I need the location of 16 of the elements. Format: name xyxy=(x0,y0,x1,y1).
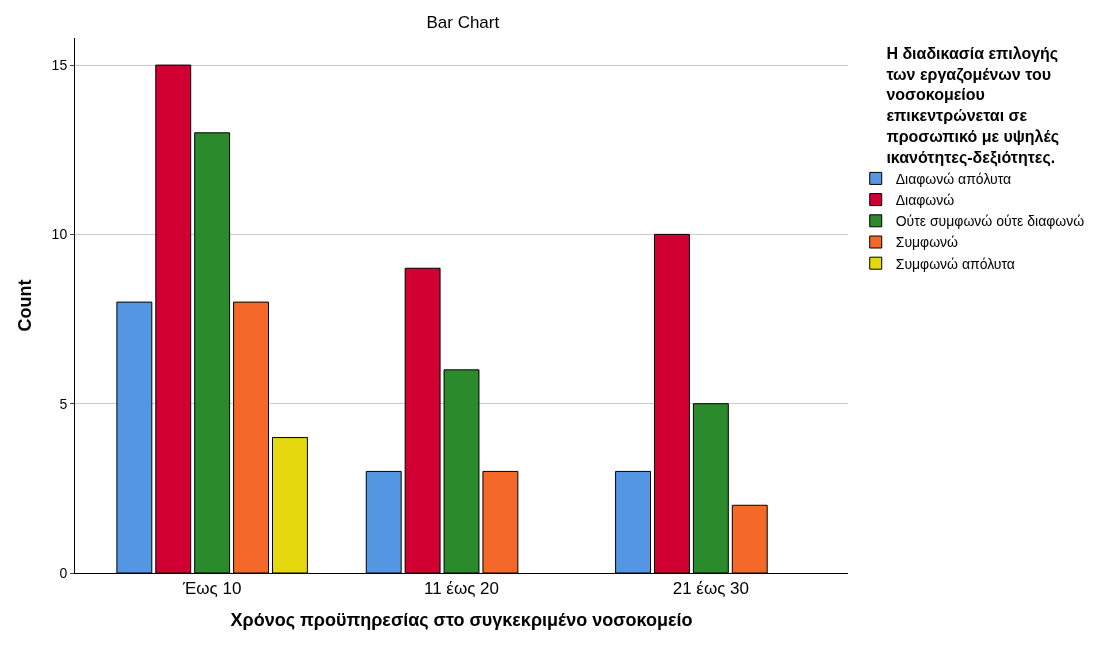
y-tick-label: 10 xyxy=(51,226,68,243)
x-axis-title: Χρόνος προϋπηρεσίας στο συγκεκριμένο νοσοκομείο xyxy=(230,609,693,630)
legend-label: Συμφωνώ απόλυτα xyxy=(895,255,1015,272)
legend-title: Η διαδικασία επιλογής των εργαζομένων του νοσοκομείου επικεντρώνεται σε προσωπικό με υψηλές ικανότητες-δεξιότητες. xyxy=(886,44,1060,167)
y-axis-title: Count xyxy=(14,279,35,332)
chart-title: Bar Chart xyxy=(426,13,500,33)
y-tick-label: 0 xyxy=(59,564,68,581)
y-tick-label: 5 xyxy=(59,395,68,412)
y-tick-label: 15 xyxy=(51,56,68,73)
x-tick-label: 11 έως 20 xyxy=(423,579,500,599)
x-tick-label: 21 έως 30 xyxy=(672,579,750,599)
legend-label: Ούτε συμφωνώ ούτε διαφωνώ xyxy=(895,213,1085,230)
legend-label: Διαφωνώ απόλυτα xyxy=(895,170,1012,187)
x-tick-label: Έως 10 xyxy=(181,579,242,599)
legend-label: Διαφωνώ xyxy=(895,192,955,209)
legend-label: Συμφωνώ xyxy=(895,234,959,251)
